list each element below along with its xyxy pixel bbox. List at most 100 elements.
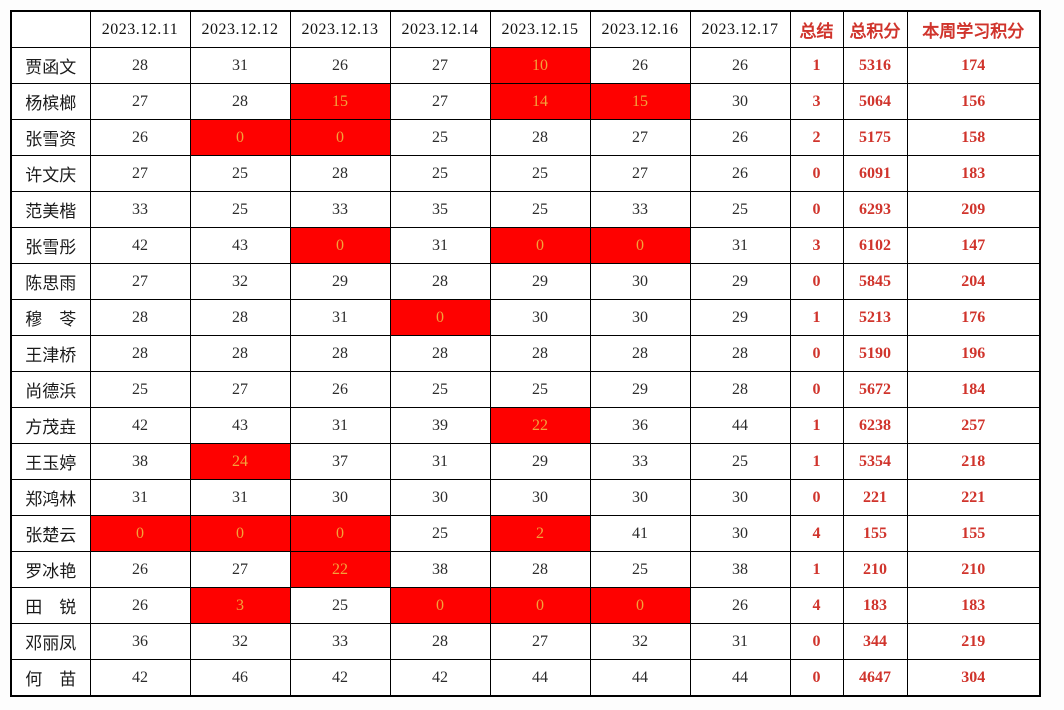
day-cell: 29 xyxy=(489,263,591,300)
day-cell: 29 xyxy=(689,299,791,336)
summary-cell: 0 xyxy=(789,191,844,228)
day-cell: 25 xyxy=(389,371,491,408)
day-cell: 28 xyxy=(89,47,191,84)
day-cell: 29 xyxy=(289,263,391,300)
weekly-points-table: 2023.12.11 2023.12.12 2023.12.13 2023.12.14… xyxy=(10,10,1041,697)
student-name: 何 苗 xyxy=(10,659,91,697)
day-cell: 44 xyxy=(689,407,791,444)
week-points-cell: 304 xyxy=(906,659,1041,697)
day-cell: 0 xyxy=(89,515,191,552)
summary-cell: 3 xyxy=(789,227,844,264)
week-points-cell: 209 xyxy=(906,191,1041,228)
total-header: 总积分 xyxy=(842,10,908,48)
day-cell: 30 xyxy=(589,263,691,300)
day-cell: 22 xyxy=(289,551,391,588)
table-row: 张楚云 0 0 0 25 2 41 30 4 155 155 xyxy=(10,515,1041,552)
table-row: 杨槟榔 27 28 15 27 14 15 30 3 5064 156 xyxy=(10,83,1041,120)
table-row: 王津桥 28 28 28 28 28 28 28 0 5190 196 xyxy=(10,335,1041,372)
day-cell: 28 xyxy=(189,83,291,120)
day-cell: 44 xyxy=(589,659,691,697)
total-points-cell: 5316 xyxy=(842,47,908,84)
summary-cell: 0 xyxy=(789,263,844,300)
student-name: 方茂垚 xyxy=(10,407,91,444)
day-cell: 27 xyxy=(389,83,491,120)
day-cell: 31 xyxy=(389,443,491,480)
day-cell: 38 xyxy=(89,443,191,480)
day-cell: 41 xyxy=(589,515,691,552)
day-cell: 3 xyxy=(189,587,291,624)
week-points-cell: 147 xyxy=(906,227,1041,264)
total-points-cell: 5845 xyxy=(842,263,908,300)
day-cell: 25 xyxy=(389,155,491,192)
week-points-cell: 158 xyxy=(906,119,1041,156)
week-header: 本周学习积分 xyxy=(906,10,1041,48)
total-points-cell: 210 xyxy=(842,551,908,588)
day-cell: 43 xyxy=(189,407,291,444)
day-cell: 0 xyxy=(489,587,591,624)
day-cell: 31 xyxy=(289,299,391,336)
summary-header: 总结 xyxy=(789,10,844,48)
day-cell: 0 xyxy=(189,515,291,552)
day-cell: 29 xyxy=(489,443,591,480)
day-cell: 25 xyxy=(689,443,791,480)
date-header-0: 2023.12.11 xyxy=(89,10,191,48)
day-cell: 0 xyxy=(389,299,491,336)
day-cell: 27 xyxy=(489,623,591,660)
day-cell: 31 xyxy=(289,407,391,444)
student-name: 尚德浜 xyxy=(10,371,91,408)
day-cell: 30 xyxy=(689,515,791,552)
day-cell: 42 xyxy=(89,407,191,444)
student-name: 穆 苓 xyxy=(10,299,91,336)
week-points-cell: 218 xyxy=(906,443,1041,480)
student-name: 范美楷 xyxy=(10,191,91,228)
day-cell: 0 xyxy=(389,587,491,624)
day-cell: 25 xyxy=(89,371,191,408)
day-cell: 42 xyxy=(89,659,191,697)
summary-cell: 0 xyxy=(789,155,844,192)
day-cell: 0 xyxy=(289,515,391,552)
day-cell: 28 xyxy=(489,551,591,588)
day-cell: 26 xyxy=(89,587,191,624)
day-cell: 27 xyxy=(189,371,291,408)
day-cell: 26 xyxy=(689,587,791,624)
day-cell: 31 xyxy=(189,479,291,516)
week-points-cell: 219 xyxy=(906,623,1041,660)
table-row: 王玉婷 38 24 37 31 29 33 25 1 5354 218 xyxy=(10,443,1041,480)
table-row: 邓丽凤 36 32 33 28 27 32 31 0 344 219 xyxy=(10,623,1041,660)
table-row: 穆 苓 28 28 31 0 30 30 29 1 5213 176 xyxy=(10,299,1041,336)
day-cell: 28 xyxy=(389,335,491,372)
student-name: 杨槟榔 xyxy=(10,83,91,120)
total-points-cell: 5190 xyxy=(842,335,908,372)
day-cell: 26 xyxy=(89,119,191,156)
table-row: 方茂垚 42 43 31 39 22 36 44 1 6238 257 xyxy=(10,407,1041,444)
day-cell: 28 xyxy=(389,623,491,660)
total-points-cell: 5213 xyxy=(842,299,908,336)
day-cell: 32 xyxy=(189,623,291,660)
day-cell: 43 xyxy=(189,227,291,264)
corner-cell xyxy=(10,10,91,48)
day-cell: 33 xyxy=(89,191,191,228)
student-name: 许文庆 xyxy=(10,155,91,192)
day-cell: 25 xyxy=(589,551,691,588)
day-cell: 15 xyxy=(589,83,691,120)
day-cell: 36 xyxy=(589,407,691,444)
day-cell: 28 xyxy=(589,335,691,372)
total-points-cell: 183 xyxy=(842,587,908,624)
date-header-5: 2023.12.16 xyxy=(589,10,691,48)
day-cell: 28 xyxy=(189,335,291,372)
student-name: 王津桥 xyxy=(10,335,91,372)
day-cell: 25 xyxy=(389,515,491,552)
day-cell: 44 xyxy=(689,659,791,697)
day-cell: 28 xyxy=(289,155,391,192)
student-name: 罗冰艳 xyxy=(10,551,91,588)
day-cell: 32 xyxy=(589,623,691,660)
day-cell: 25 xyxy=(689,191,791,228)
total-points-cell: 4647 xyxy=(842,659,908,697)
week-points-cell: 174 xyxy=(906,47,1041,84)
week-points-cell: 257 xyxy=(906,407,1041,444)
day-cell: 28 xyxy=(389,263,491,300)
day-cell: 0 xyxy=(589,587,691,624)
student-name: 张雪彤 xyxy=(10,227,91,264)
day-cell: 29 xyxy=(589,371,691,408)
points-table-container: 2023.12.11 2023.12.12 2023.12.13 2023.12.14… xyxy=(10,10,1041,697)
